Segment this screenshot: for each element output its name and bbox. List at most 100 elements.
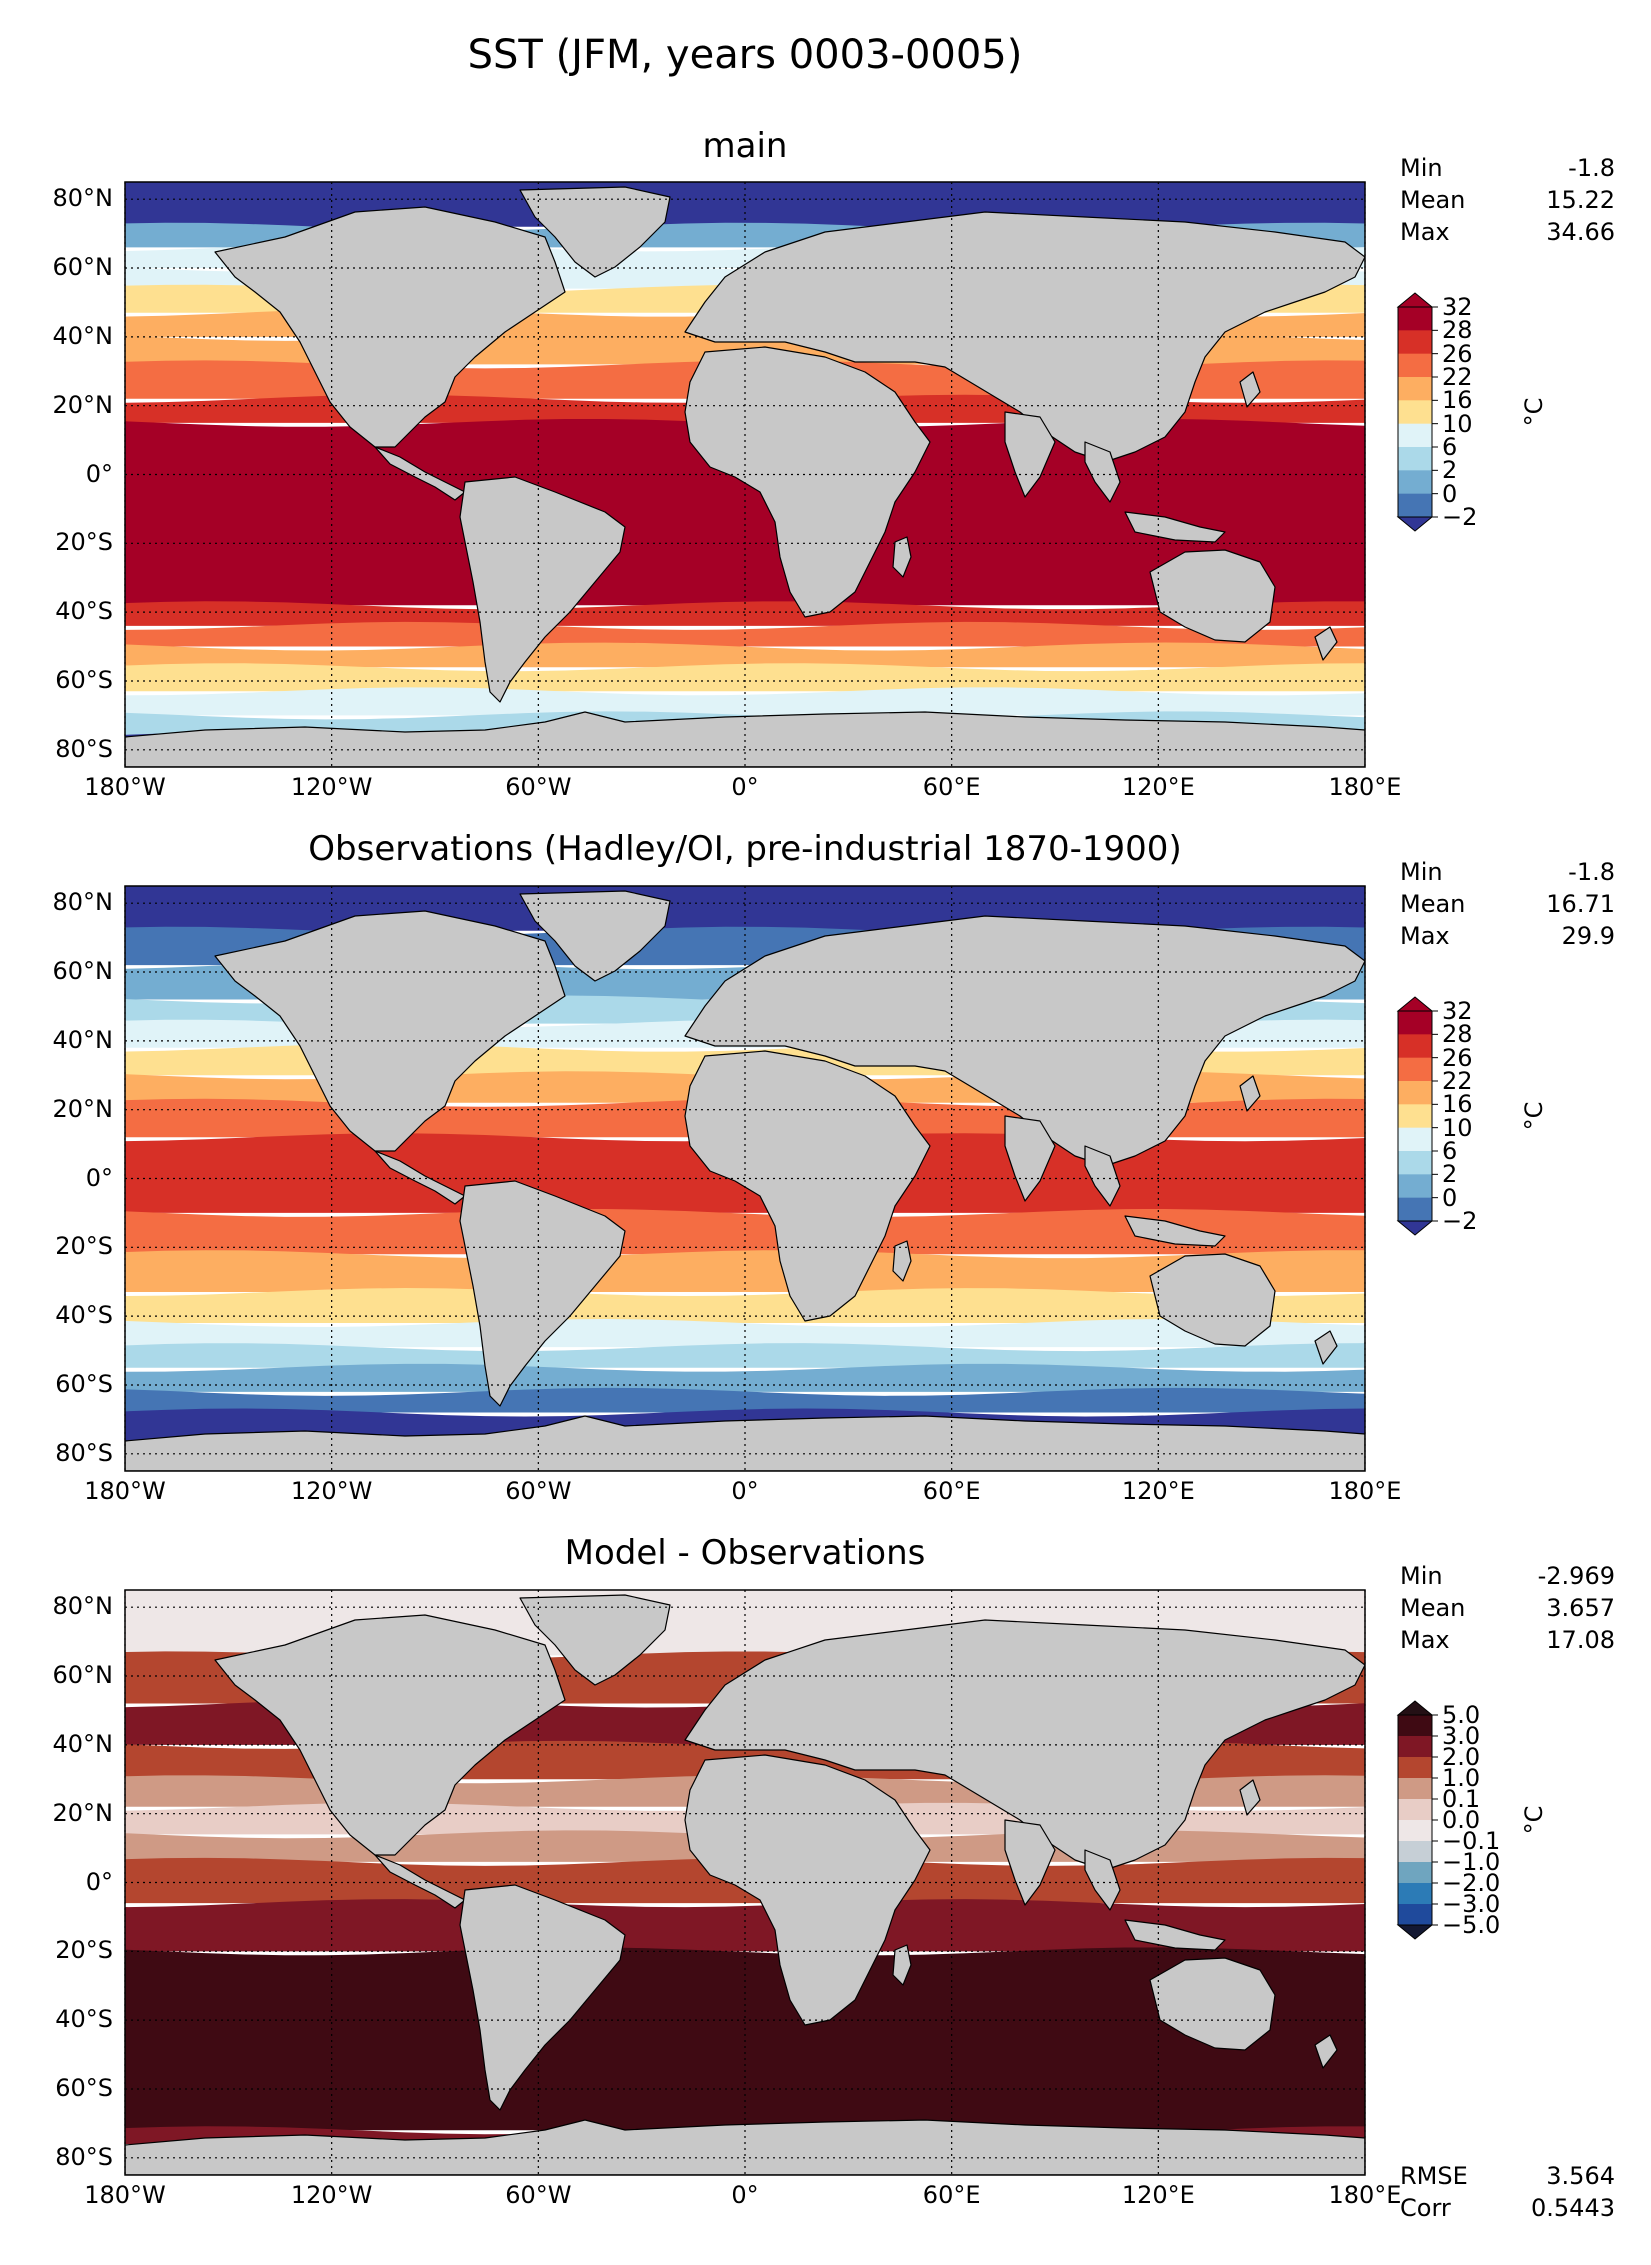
stat-label-mean: Mean (1400, 186, 1466, 214)
colorbar-segment (1398, 377, 1432, 401)
stat-label-max: Max (1400, 218, 1450, 246)
lat-tick-label: 20°S (55, 1232, 113, 1261)
lat-tick-label: 60°N (52, 253, 114, 282)
colorbar-extend-min (1396, 516, 1434, 532)
colorbar-segment (1398, 1862, 1432, 1884)
stats-box: Min -1.8 Mean 15.22 Max 34.66 (1400, 152, 1615, 248)
colorbar-segment (1398, 423, 1432, 448)
colorbar-segment (1398, 493, 1432, 518)
contour-band (125, 601, 1365, 626)
colorbar (1396, 1700, 1438, 1940)
panel-title: Observations (Hadley/OI, pre-industrial … (308, 829, 1182, 869)
stat-value-max: 17.08 (1546, 1626, 1615, 1654)
stat-value-max: 29.9 (1561, 922, 1615, 950)
stat-label-max: Max (1400, 1626, 1450, 1654)
colorbar-tick-label: −2.0 (1442, 1869, 1501, 1897)
colorbar-segment (1398, 1057, 1432, 1082)
lat-tick-label: 20°N (52, 1094, 114, 1123)
colorbar-tick-label: 6 (1442, 1137, 1458, 1165)
stat-value-min: -1.8 (1568, 154, 1615, 182)
lat-tick-label: 80°N (52, 1592, 114, 1621)
lat-tick-label: 40°S (55, 1301, 113, 1330)
colorbar-segment (1398, 1757, 1432, 1779)
colorbar-segment (1398, 1820, 1432, 1842)
lon-tick-label: 180°E (1328, 1477, 1402, 1505)
colorbar-tick-label: −5.0 (1442, 1911, 1501, 1939)
contour-band (125, 1288, 1365, 1324)
colorbar-segment (1398, 1174, 1432, 1199)
stat-label-mean: Mean (1400, 890, 1466, 918)
stats-box: Min -1.8 Mean 16.71 Max 29.9 (1400, 856, 1615, 952)
colorbar-extend-max (1396, 292, 1434, 308)
colorbar-tick-label: 0.0 (1442, 1806, 1481, 1834)
lon-tick-label: 120°E (1121, 2181, 1195, 2209)
colorbar-units: °C (1520, 1805, 1548, 1835)
colorbar-tick-label: 5.0 (1442, 1701, 1481, 1729)
lat-tick-label: 60°N (52, 957, 114, 986)
gridlines (124, 182, 1366, 767)
stat-value-max: 34.66 (1546, 218, 1615, 246)
colorbar-segment (1398, 470, 1432, 495)
map-panel-1 (124, 885, 1438, 1472)
colorbar-tick-label: 28 (1442, 316, 1473, 345)
colorbar-tick-label: 6 (1442, 433, 1458, 461)
colorbar-segment (1398, 1883, 1432, 1905)
colorbar-tick-label: 16 (1442, 386, 1473, 415)
stat-value-mean: 15.22 (1546, 186, 1615, 214)
colorbar-tick-label: 32 (1442, 293, 1473, 321)
contour-band (125, 1208, 1365, 1255)
lon-tick-label: 60°W (505, 2181, 572, 2209)
colorbar-segment (1398, 353, 1432, 378)
colorbar-extend-max (1396, 1700, 1434, 1716)
lat-tick-label: 0° (85, 459, 113, 488)
colorbar-tick-label: 32 (1442, 997, 1473, 1025)
lat-tick-label: 60°S (55, 665, 113, 694)
colorbar-units: °C (1520, 397, 1548, 427)
stat-value-rmse: 3.564 (1546, 2162, 1615, 2190)
lon-tick-label: 0° (731, 2181, 759, 2209)
map-frame (124, 885, 1366, 1472)
colorbar-segment (1398, 1715, 1432, 1737)
contour-band (125, 1319, 1365, 1348)
lat-tick-label: 20°N (52, 390, 114, 419)
lat-tick-label: 20°N (52, 1798, 114, 1827)
colorbar-tick-label: −3.0 (1442, 1890, 1501, 1918)
contour-band (125, 1947, 1365, 2131)
lon-tick-label: 120°E (1121, 1477, 1195, 1505)
contour-band (125, 642, 1365, 668)
colorbar-segment (1398, 1904, 1432, 1926)
stat-label-mean: Mean (1400, 1594, 1466, 1622)
lon-tick-label: 60°W (505, 773, 572, 801)
colorbar-segment (1398, 1841, 1432, 1863)
colorbar-segment (1398, 1151, 1432, 1175)
colorbar-segment (1398, 1081, 1432, 1105)
colorbar-tick-label: 28 (1442, 1020, 1473, 1049)
stat-label-corr: Corr (1400, 2194, 1451, 2222)
lon-tick-label: 60°W (505, 1477, 572, 1505)
lat-tick-label: 0° (85, 1163, 113, 1192)
colorbar-tick-label: 10 (1442, 409, 1473, 438)
lat-tick-label: 40°N (52, 1025, 114, 1054)
lat-tick-label: 80°N (52, 888, 114, 917)
lat-tick-label: 80°S (55, 1438, 113, 1467)
stats-box-bottom: RMSE 3.564 Corr 0.5443 (1400, 2160, 1615, 2224)
lat-tick-label: 60°S (55, 2073, 113, 2102)
lon-tick-label: 120°E (1121, 773, 1195, 801)
colorbar-extend-max (1396, 996, 1434, 1012)
colorbar-extend-min (1396, 1924, 1434, 1940)
lon-tick-label: 180°W (84, 2181, 166, 2209)
colorbar-tick-label: −0.1 (1442, 1827, 1501, 1855)
colorbar-segment (1398, 1127, 1432, 1152)
lat-tick-label: 80°S (55, 734, 113, 763)
stat-value-min: -1.8 (1568, 858, 1615, 886)
map-frame (124, 181, 1366, 768)
lon-tick-label: 180°E (1328, 773, 1402, 801)
stat-value-mean: 16.71 (1546, 890, 1615, 918)
colorbar-segment (1398, 330, 1432, 355)
lat-tick-label: 40°N (52, 1729, 114, 1758)
figure-title: SST (JFM, years 0003-0005) (467, 32, 1023, 78)
contour-band (125, 1387, 1365, 1413)
stat-value-corr: 0.5443 (1531, 2194, 1615, 2222)
colorbar-tick-label: 3.0 (1442, 1722, 1481, 1750)
lon-tick-label: 0° (731, 1477, 759, 1505)
